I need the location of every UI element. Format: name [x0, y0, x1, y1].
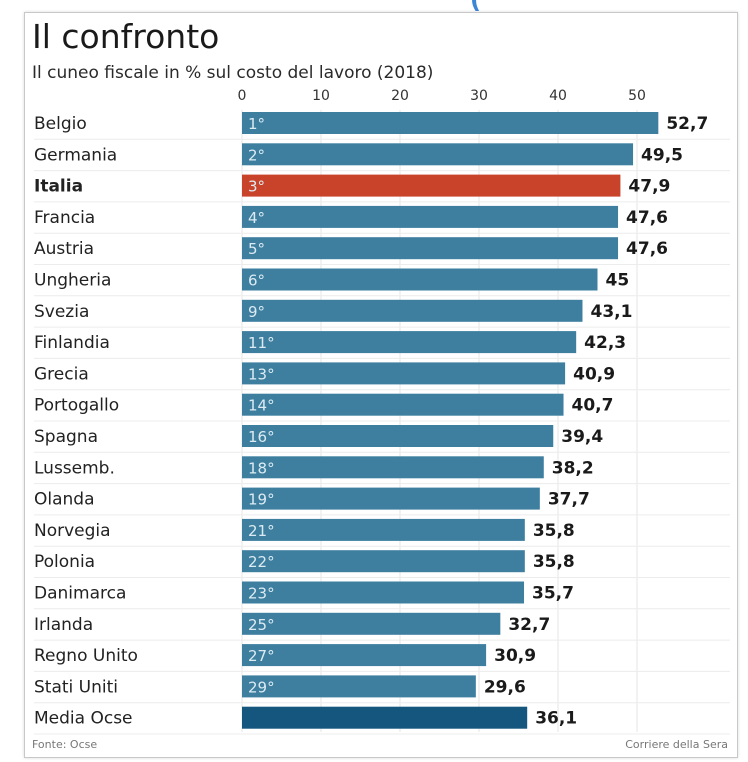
value-label: 32,7 [508, 615, 550, 635]
rank-label: 5° [248, 240, 265, 258]
value-label: 43,1 [590, 302, 632, 322]
rank-label: 27° [248, 647, 275, 665]
value-label: 47,9 [628, 177, 670, 197]
category-label: Belgio [34, 114, 87, 134]
rank-label: 4° [248, 209, 265, 227]
category-label: Spagna [34, 427, 98, 447]
value-label: 35,7 [532, 584, 574, 604]
bar [242, 143, 634, 166]
category-label: Regno Unito [34, 646, 138, 666]
bar [242, 393, 564, 416]
rank-label: 22° [248, 553, 275, 571]
category-label: Italia [34, 177, 83, 197]
category-label: Finlandia [34, 333, 110, 353]
x-tick-label: 30 [470, 88, 488, 104]
source-note: Fonte: Ocse [32, 738, 98, 751]
value-label: 35,8 [533, 552, 575, 572]
rank-label: 21° [248, 522, 275, 540]
cut-off-header-text: ( [470, 0, 482, 14]
bar [242, 456, 544, 479]
x-tick-label: 40 [549, 88, 567, 104]
value-label: 40,7 [572, 396, 614, 416]
category-label: Norvegia [34, 521, 111, 541]
bar [242, 331, 577, 354]
value-label: 30,9 [494, 646, 536, 666]
value-label: 29,6 [484, 677, 526, 697]
category-label: Olanda [34, 490, 95, 510]
value-label: 39,4 [561, 427, 603, 447]
value-label: 38,2 [552, 458, 594, 478]
chart-subtitle: Il cuneo fiscale in % sul costo del lavo… [32, 63, 434, 83]
bar [242, 205, 619, 228]
rank-label: 23° [248, 585, 275, 603]
rank-label: 19° [248, 491, 275, 509]
rank-label: 14° [248, 397, 275, 415]
category-label: Portogallo [34, 396, 119, 416]
rank-label: 25° [248, 616, 275, 634]
bar [242, 299, 583, 322]
rank-label: 3° [248, 178, 265, 196]
bar [242, 174, 621, 197]
value-label: 35,8 [533, 521, 575, 541]
publisher-credit: Corriere della Sera [625, 738, 728, 751]
chart-title: Il confronto [32, 17, 220, 56]
value-label: 52,7 [666, 114, 708, 134]
category-label: Stati Uniti [34, 677, 118, 697]
bar [242, 518, 525, 541]
rank-label: 2° [248, 146, 265, 164]
category-label: Ungheria [34, 271, 111, 291]
rank-label: 18° [248, 459, 275, 477]
bar [242, 425, 554, 447]
category-label: Grecia [34, 364, 89, 384]
value-label: 47,6 [626, 239, 668, 259]
value-label: 49,5 [641, 145, 683, 165]
category-label: Lussemb. [34, 458, 115, 478]
bar [242, 706, 528, 729]
bar [242, 112, 659, 134]
bar [242, 612, 501, 635]
x-tick-label: 20 [391, 88, 409, 104]
value-label: 40,9 [573, 364, 615, 384]
category-label: Irlanda [34, 615, 93, 635]
rank-label: 13° [248, 365, 275, 383]
bar [242, 581, 525, 604]
x-tick-label: 10 [312, 88, 330, 104]
bar [242, 487, 540, 510]
category-label: Polonia [34, 552, 95, 572]
value-label: 45 [606, 271, 630, 291]
rank-label: 29° [248, 678, 275, 696]
category-label: Media Ocse [34, 709, 133, 729]
category-label: Germania [34, 145, 117, 165]
category-label: Svezia [34, 302, 89, 322]
rank-label: 11° [248, 334, 275, 352]
rank-label: 6° [248, 272, 265, 290]
category-label: Austria [34, 239, 94, 259]
category-label: Danimarca [34, 584, 126, 604]
cut-off-header: ( [0, 0, 748, 14]
value-label: 47,6 [626, 208, 668, 228]
rank-label: 16° [248, 428, 275, 446]
rank-label: 1° [248, 115, 265, 133]
bar [242, 675, 476, 698]
value-label: 42,3 [584, 333, 626, 353]
value-label: 37,7 [548, 490, 590, 510]
category-label: Francia [34, 208, 95, 228]
bar [242, 644, 487, 667]
bar [242, 550, 525, 573]
rank-label: 9° [248, 303, 265, 321]
bar [242, 362, 566, 385]
value-label: 36,1 [535, 709, 577, 729]
bar [242, 268, 598, 291]
bar [242, 237, 619, 260]
x-tick-label: 0 [238, 88, 247, 104]
x-tick-label: 50 [628, 88, 646, 104]
